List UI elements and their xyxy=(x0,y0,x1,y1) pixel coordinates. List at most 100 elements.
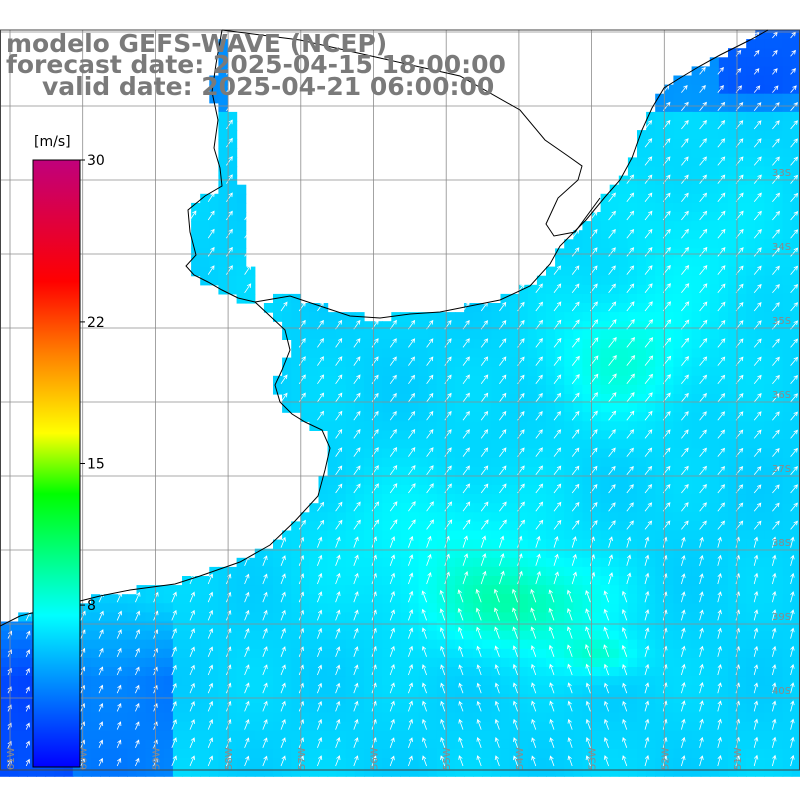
wind-cell xyxy=(646,585,656,595)
wind-cell xyxy=(573,685,583,695)
wind-cell xyxy=(691,667,702,677)
wind-cell xyxy=(291,703,301,714)
wind-cell xyxy=(482,403,492,413)
wind-cell xyxy=(600,293,611,304)
wind-cell xyxy=(100,758,110,768)
wind-arrow xyxy=(444,553,450,566)
wind-cell xyxy=(755,494,765,504)
wind-cell xyxy=(354,530,365,541)
wind-cell xyxy=(618,330,629,340)
wind-cell xyxy=(27,721,37,732)
wind-cell xyxy=(209,730,219,741)
wind-cell xyxy=(718,648,729,659)
wind-cell xyxy=(0,712,10,723)
wind-cell xyxy=(445,485,456,495)
wind-cell xyxy=(473,430,483,441)
wind-cell xyxy=(482,357,492,368)
wind-cell xyxy=(709,421,720,431)
wind-cell xyxy=(391,585,401,595)
wind-cell xyxy=(364,594,374,604)
wind-cell xyxy=(737,212,747,222)
wind-cell xyxy=(455,557,465,568)
wind-cell xyxy=(172,621,183,632)
wind-arrow xyxy=(171,628,177,639)
wind-cell xyxy=(354,321,365,331)
wind-cell xyxy=(536,312,547,322)
wind-arrow xyxy=(772,609,777,621)
wind-cell xyxy=(746,439,756,450)
wind-arrow xyxy=(389,501,398,512)
wind-cell xyxy=(364,621,374,632)
wind-cell xyxy=(564,239,574,249)
wind-cell xyxy=(245,557,256,568)
wind-cell xyxy=(209,676,219,686)
wind-cell xyxy=(546,339,556,350)
wind-cell xyxy=(364,521,374,532)
wind-cell xyxy=(336,475,347,486)
wind-cell xyxy=(737,293,747,304)
wind-cell xyxy=(445,712,456,723)
wind-cell xyxy=(218,84,229,95)
wind-cell xyxy=(728,566,738,577)
wind-cell xyxy=(682,703,693,714)
wind-cell xyxy=(436,539,447,550)
wind-cell xyxy=(418,685,429,695)
wind-cell xyxy=(582,721,593,732)
wind-cell xyxy=(327,639,338,650)
wind-cell xyxy=(318,375,329,386)
wind-cell xyxy=(236,612,247,623)
wind-cell xyxy=(345,375,356,386)
wind-cell xyxy=(482,621,492,632)
wind-cell xyxy=(655,657,665,668)
wind-cell xyxy=(773,475,784,486)
wind-cell xyxy=(418,748,429,759)
wind-cell xyxy=(427,530,438,541)
wind-cell xyxy=(655,421,665,431)
wind-cell xyxy=(455,321,465,331)
wind-cell xyxy=(309,512,320,522)
wind-cell xyxy=(646,503,656,513)
wind-cell xyxy=(764,503,775,513)
wind-cell xyxy=(345,366,356,377)
wind-cell xyxy=(746,739,756,750)
wind-cell xyxy=(764,366,775,377)
wind-cell xyxy=(582,394,593,404)
wind-cell xyxy=(637,202,647,213)
wind-cell xyxy=(254,758,265,768)
wind-cell xyxy=(254,657,265,668)
wind-cell xyxy=(282,694,292,704)
wind-cell xyxy=(691,548,702,559)
wind-cell xyxy=(618,694,629,704)
wind-cell xyxy=(382,448,392,459)
wind-cell xyxy=(491,312,502,322)
wind-cell xyxy=(364,448,374,459)
wind-cell xyxy=(191,239,201,249)
wind-cell xyxy=(664,403,674,413)
wind-cell xyxy=(200,230,210,240)
wind-cell xyxy=(527,594,538,604)
wind-cell xyxy=(746,548,756,559)
wind-cell xyxy=(573,230,583,240)
wind-cell xyxy=(709,202,720,213)
wind-arrow xyxy=(371,447,379,457)
wind-arrow xyxy=(790,591,795,603)
wind-cell xyxy=(728,303,738,313)
wind-cell xyxy=(391,676,401,686)
wind-cell xyxy=(546,494,556,504)
wind-cell xyxy=(709,148,720,158)
wind-arrow xyxy=(699,627,704,639)
wind-cell xyxy=(282,548,292,559)
wind-cell xyxy=(773,685,784,695)
wind-cell xyxy=(691,375,702,386)
wind-arrow xyxy=(335,483,343,494)
wind-cell xyxy=(609,512,620,522)
wind-cell xyxy=(273,603,283,613)
wind-cell xyxy=(700,730,711,741)
wind-cell xyxy=(755,394,765,404)
wind-arrow xyxy=(753,520,762,530)
wind-cell xyxy=(591,339,602,350)
wind-cell xyxy=(254,694,265,704)
wind-cell xyxy=(600,767,611,777)
wind-cell xyxy=(755,157,765,168)
wind-arrow xyxy=(535,411,543,421)
